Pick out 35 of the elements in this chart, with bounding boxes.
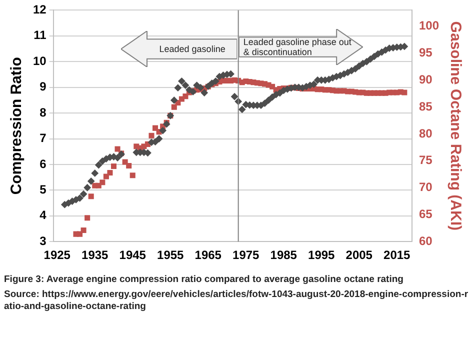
y2-tick-label: 70 bbox=[418, 180, 433, 194]
y-tick-label: 10 bbox=[32, 54, 47, 68]
y-tick-label: 4 bbox=[40, 208, 47, 222]
annotation: Leaded gasoline bbox=[158, 42, 226, 56]
x-tick-label: 1925 bbox=[44, 248, 71, 262]
x-tick-label: 1935 bbox=[82, 248, 109, 262]
y2-tick-label: 100 bbox=[418, 18, 440, 33]
source-note: Source: https://www.energy.gov/eere/vehicles/articles/fotw-1043-august-20-2018-engine-compression-ratio-and-gasoline-octane-rating bbox=[4, 288, 470, 313]
y2-tick-label: 60 bbox=[418, 234, 433, 248]
x-tick-label: 1985 bbox=[270, 248, 298, 262]
y-tick-label: 11 bbox=[34, 28, 47, 42]
x-tick-label: 1965 bbox=[194, 248, 222, 262]
text: Figure 3: Average engine compression ratio compared to average gasoline octane rating bbox=[4, 274, 404, 286]
y-tick-label: 7 bbox=[40, 131, 47, 146]
y2-tick-label: 95 bbox=[418, 46, 433, 60]
x-tick-label: 1955 bbox=[157, 248, 184, 262]
y-tick-label: 8 bbox=[40, 105, 47, 120]
y2-tick-label: 65 bbox=[418, 207, 433, 222]
x-tick-label: 2015 bbox=[384, 248, 411, 262]
x-tick-label: 1945 bbox=[119, 248, 146, 262]
y2-tick-label: 85 bbox=[418, 99, 433, 114]
y2-axis-title: Gasoline Octane Rating (AKI) bbox=[446, 21, 464, 230]
y2-tick-label: 90 bbox=[418, 72, 433, 86]
x-tick-label: 1975 bbox=[232, 248, 260, 262]
y-tick-label: 3 bbox=[40, 234, 47, 248]
y2-tick-label: 80 bbox=[418, 126, 433, 140]
y-axis-title: Compression Ratio bbox=[8, 57, 26, 195]
y2-tick-label: 75 bbox=[418, 153, 433, 168]
x-tick-label: 1995 bbox=[308, 248, 336, 262]
annotation: Leaded gasoline phase out & discontinuation bbox=[243, 37, 352, 58]
y-tick-label: 9 bbox=[40, 80, 47, 94]
y-tick-label: 5 bbox=[40, 182, 47, 196]
y-tick-label: 12 bbox=[32, 2, 47, 17]
x-tick-label: 2005 bbox=[346, 248, 373, 262]
y-tick-label: 6 bbox=[40, 156, 47, 171]
